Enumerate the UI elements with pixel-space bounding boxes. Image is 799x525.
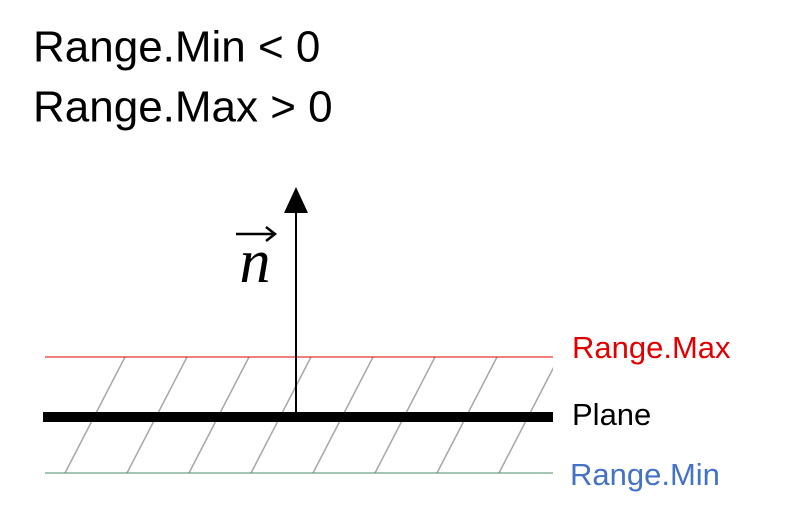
range-max-label: Range.Max (572, 330, 731, 365)
plane-label: Plane (572, 397, 651, 432)
range-min-label: Range.Min (570, 457, 720, 492)
arrow-head (284, 187, 308, 213)
normal-label: n (240, 228, 271, 296)
condition-min: Range.Min < 0 (33, 23, 320, 72)
condition-max: Range.Max > 0 (33, 83, 333, 132)
vector-tip (265, 226, 278, 242)
